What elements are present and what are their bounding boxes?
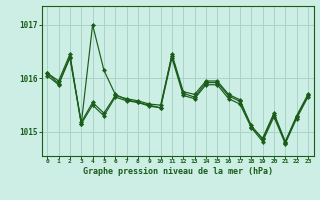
X-axis label: Graphe pression niveau de la mer (hPa): Graphe pression niveau de la mer (hPa) bbox=[83, 167, 273, 176]
